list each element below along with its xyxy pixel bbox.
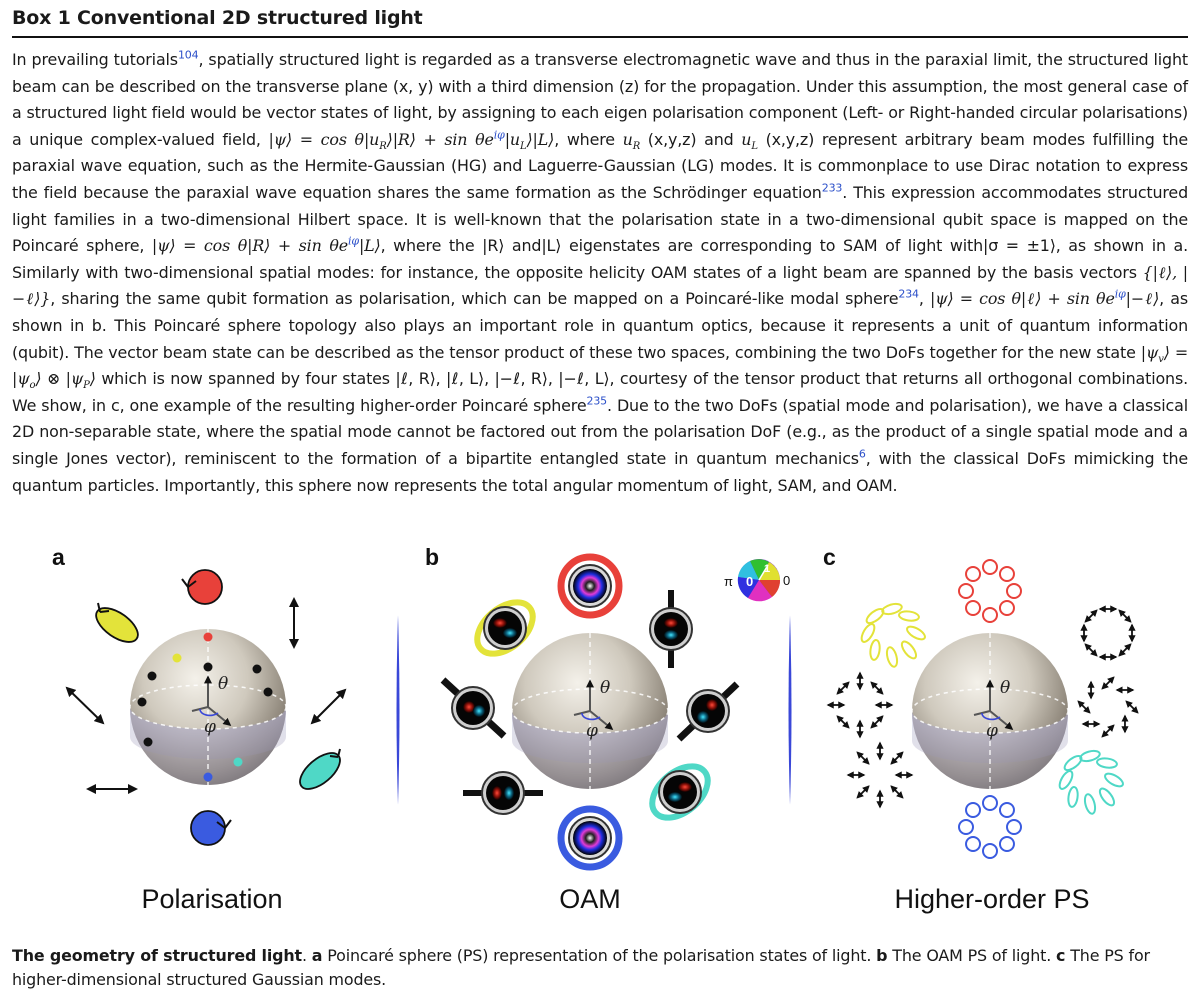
- oam-beam-icon: [557, 805, 623, 871]
- poincare-sphere: θ φ: [130, 629, 286, 785]
- text-run: ,: [918, 289, 930, 309]
- vector-beam-ring-icon: [860, 602, 926, 668]
- caption-text: .: [301, 946, 312, 965]
- reference-link[interactable]: 6: [858, 447, 866, 461]
- math-u-r: uR: [622, 129, 641, 152]
- vector-beam-ring-icon: [1077, 676, 1139, 738]
- equation-basis-vectors: {|ℓ⟩, |−ℓ⟩}: [12, 262, 1188, 309]
- panel-letter-c: c: [823, 544, 836, 570]
- box-title: Box 1 Conventional 2D structured light: [12, 7, 423, 29]
- caption-text: The PS for higher-dimensional structured…: [12, 946, 1150, 989]
- reference-link[interactable]: 233: [821, 181, 843, 195]
- theta-label: θ: [218, 674, 228, 694]
- text-run: . Due to the two DoFs (spatial mode and …: [12, 395, 1188, 468]
- panel-b: b θ φ 0 1 π 0: [425, 544, 790, 914]
- figure-caption: The geometry of structured light. a Poin…: [12, 944, 1188, 992]
- phi-label: φ: [986, 721, 998, 741]
- text-run: (x,y,z) and: [640, 129, 742, 149]
- vector-beam-ring-icon: [1058, 749, 1124, 815]
- equation-vector-state: |ψ⟩ = cos θ|uR⟩|R⟩ + sin θeiφ|uL⟩|L⟩: [268, 128, 555, 152]
- phase-colorwheel-icon: 0 1 π 0: [724, 559, 790, 602]
- reference-link[interactable]: 104: [177, 48, 199, 62]
- text-run: , sharing the same qubit formation as po…: [50, 289, 899, 309]
- circular-polarisation-icon: [181, 569, 223, 605]
- text-run: , as shown in b. This Poincaré sphere to…: [12, 289, 1188, 362]
- caption-title: The geometry of structured light: [12, 946, 302, 965]
- theta-label: θ: [1000, 678, 1010, 698]
- equation-oam-state: |ψ⟩ = cos θ|ℓ⟩ + sin θeiφ|−ℓ⟩: [930, 288, 1160, 309]
- vector-beam-ring-icon: [846, 741, 914, 809]
- elliptical-polarisation-icon: [299, 748, 341, 790]
- caption-letter-b: b: [876, 946, 888, 965]
- text-run: In prevailing tutorials: [12, 50, 178, 69]
- equation-tensor-product: |ψv⟩ = |ψo⟩ ⊗ |ψP⟩: [12, 342, 1188, 392]
- hg-beam-horizontal-icon: [463, 771, 543, 815]
- panel-c: c θ φ Higher-order PS: [823, 544, 1139, 914]
- caption-text: Poincaré sphere (PS) representation of t…: [322, 946, 877, 965]
- panel-label-polarisation: Polarisation: [141, 884, 282, 914]
- oam-beam-icon: [557, 553, 623, 619]
- vector-beam-ring-icon: [1080, 605, 1136, 661]
- colorwheel-inner-zero: 0: [746, 574, 753, 589]
- phi-label: φ: [204, 717, 216, 737]
- text-run: , spatially structured light is regarded…: [12, 50, 1188, 149]
- caption-letter-a: a: [311, 946, 323, 965]
- elliptical-polarisation-icon: [95, 602, 139, 643]
- figure: a θ φ: [52, 544, 1139, 914]
- vector-beam-ring-icon: [958, 795, 1022, 859]
- phi-label: φ: [586, 721, 598, 741]
- text-run: , where: [554, 129, 623, 149]
- reference-link[interactable]: 235: [586, 394, 608, 408]
- panel-a: a θ φ: [52, 544, 347, 914]
- vector-beam-ring-icon: [826, 671, 894, 739]
- theta-label: θ: [600, 678, 610, 698]
- reference-link[interactable]: 234: [898, 288, 919, 302]
- title-rule: [12, 36, 1188, 38]
- text-run: , where the |R⟩ and|L⟩ eigenstates are c…: [12, 236, 1189, 282]
- colorwheel-zero: 0: [783, 573, 790, 588]
- text-run: which is now spanned by four states |ℓ, …: [12, 369, 1188, 415]
- panel-letter-b: b: [425, 544, 439, 570]
- colorwheel-pi: π: [724, 574, 733, 589]
- caption-text: The OAM PS of light.: [887, 946, 1057, 965]
- hg-beam-vertical-icon: [649, 590, 693, 668]
- hg-beam-antidiagonal-icon: [676, 681, 740, 742]
- panel-label-higher-order: Higher-order PS: [894, 884, 1089, 914]
- hg-beam-yellow-icon: [474, 599, 536, 657]
- text-run: , with the classical DoFs mimicking the …: [12, 448, 1189, 495]
- text-run: (x,y,z) represent arbitrary beam modes f…: [12, 129, 1189, 202]
- hg-beam-teal-icon: [649, 763, 711, 821]
- hg-beam-diagonal-icon: [440, 677, 507, 739]
- panel-label-oam: OAM: [559, 884, 621, 914]
- higher-order-poincare-sphere: θ φ: [912, 633, 1068, 789]
- body-paragraph: In prevailing tutorials104, spatially st…: [12, 47, 1188, 499]
- vector-beam-icons: [826, 559, 1139, 859]
- oam-poincare-sphere: θ φ: [512, 633, 668, 789]
- text-run: . This expression accommodates structure…: [12, 182, 1188, 256]
- vector-beam-ring-icon: [958, 559, 1022, 623]
- panel-letter-a: a: [52, 544, 65, 570]
- panel-divider: [788, 615, 792, 805]
- panel-divider: [396, 615, 400, 805]
- linear-polarisation-antidiagonal-icon: [310, 688, 347, 725]
- circular-polarisation-icon: [190, 810, 232, 846]
- linear-polarisation-diagonal-icon: [65, 686, 105, 725]
- math-u-l: uL: [741, 129, 758, 152]
- caption-letter-c: c: [1056, 946, 1066, 965]
- equation-polarisation-state: |ψ⟩ = cos θ|R⟩ + sin θeiφ|L⟩: [151, 234, 381, 256]
- colorwheel-one: 1: [764, 563, 770, 575]
